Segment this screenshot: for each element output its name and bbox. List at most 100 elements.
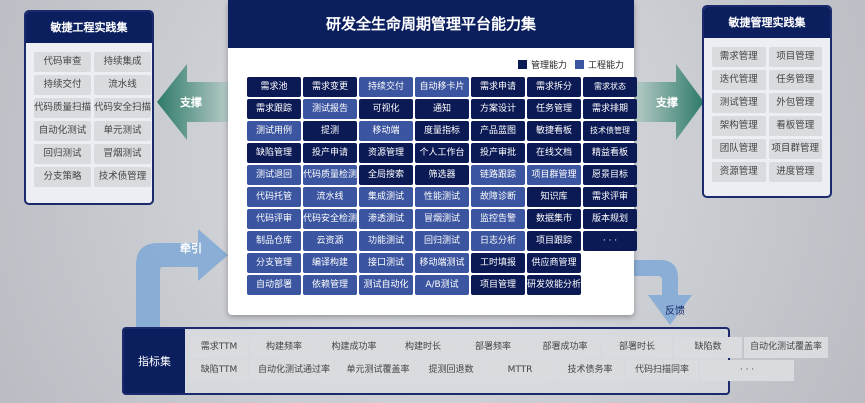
- practice-item: 架构管理: [712, 116, 766, 136]
- capability-cell: 投产申请: [303, 143, 357, 163]
- capability-cell: 持续交付: [359, 77, 413, 97]
- metric-item: 自动化测试覆盖率: [744, 337, 828, 358]
- capability-cell: 分支管理: [247, 253, 301, 273]
- capability-cell: 自动移卡片: [415, 77, 469, 97]
- practice-item: 项目群管理: [768, 139, 822, 159]
- capability-cell: 制品仓库: [247, 231, 301, 251]
- metric-item: 构建频率: [250, 337, 318, 358]
- metric-item: · · ·: [700, 360, 794, 381]
- capability-cell: 资源管理: [359, 143, 413, 163]
- practice-item: 代码安全扫描: [94, 98, 152, 118]
- practice-item: 回归测试: [34, 144, 92, 164]
- support-arrow-right: [634, 64, 704, 140]
- pull-arrow: [136, 229, 228, 330]
- capability-cell: 度量指标: [415, 121, 469, 141]
- practice-item: 资源管理: [712, 162, 766, 182]
- capability-cell: 链路跟踪: [471, 165, 525, 185]
- practice-item: 代码审查: [34, 52, 92, 72]
- capability-cell: 自动部署: [247, 275, 301, 295]
- capability-cell: 代码评审: [247, 209, 301, 229]
- metric-item: 技术债务率: [556, 360, 624, 381]
- capability-cell: 性能测试: [415, 187, 469, 207]
- capability-cell: 投产审批: [471, 143, 525, 163]
- practice-item: 进度管理: [768, 162, 822, 182]
- empty-cell: [583, 253, 637, 273]
- capability-cell: 在线文档: [527, 143, 581, 163]
- metric-item: 部署时长: [602, 337, 672, 358]
- capability-cell: 研发效能分析: [527, 275, 581, 295]
- metric-item: 构建成功率: [320, 337, 388, 358]
- practice-item: 团队管理: [712, 139, 766, 159]
- capability-cell: 代码安全检测: [303, 209, 357, 229]
- capability-cell: 日志分析: [471, 231, 525, 251]
- metric-item: 构建时长: [390, 337, 456, 358]
- capability-cell: 代码质量检测: [303, 165, 357, 185]
- panel-title: 敏捷工程实践集: [26, 12, 152, 43]
- agile-management-panel: 敏捷管理实践集 需求管理 项目管理 迭代管理 任务管理 测试管理 外包管理 架构管理 看板管理…: [702, 5, 832, 198]
- capability-cell: 需求申请: [471, 77, 525, 97]
- metric-item: 单元测试覆盖率: [340, 360, 416, 381]
- capability-cell: 任务管理: [527, 99, 581, 119]
- metric-item: MTTR: [486, 360, 554, 381]
- capability-cell: 需求状态: [583, 77, 637, 97]
- practice-item: 流水线: [94, 75, 152, 95]
- capability-cell: 需求跟踪: [247, 99, 301, 119]
- capability-cell: 依赖管理: [303, 275, 357, 295]
- capability-cell: 项目跟踪: [527, 231, 581, 251]
- capability-cell: 筛选器: [415, 165, 469, 185]
- capability-cell: 提测: [303, 121, 357, 141]
- pull-label: 牵引: [180, 242, 202, 255]
- metrics-row: 需求TTM 构建频率 构建成功率 构建时长 部署频率 部署成功率 部署时长 缺陷数 自动化测试覆…: [190, 337, 828, 358]
- capability-cell: 云资源: [303, 231, 357, 251]
- agile-engineering-panel: 敏捷工程实践集 代码审查 持续集成 持续交付 流水线 代码质量扫描 代码安全扫描 自动化测试…: [24, 10, 154, 205]
- practice-item: 冒烟测试: [94, 144, 152, 164]
- feedback-label: 反馈: [665, 306, 685, 317]
- capability-cell: 渗透测试: [359, 209, 413, 229]
- practice-item: 分支策略: [34, 167, 92, 187]
- capability-cell: 通知: [415, 99, 469, 119]
- capability-cell: 需求变更: [303, 77, 357, 97]
- capability-cell: 可视化: [359, 99, 413, 119]
- capability-cell: 项目管理: [471, 275, 525, 295]
- capability-cell: 故障诊断: [471, 187, 525, 207]
- practice-item: 项目管理: [768, 47, 822, 67]
- metric-item: 代码扫描同率: [626, 360, 698, 381]
- capability-grid: 需求池 需求变更 持续交付 自动移卡片 需求申请 需求拆分 需求状态 需求跟踪 测试报告 可视化通…: [247, 77, 637, 295]
- capability-cell: 需求排期: [583, 99, 637, 119]
- capability-cell: 回归测试: [415, 231, 469, 251]
- metric-item: 缺陷数: [674, 337, 742, 358]
- capability-cell: 流水线: [303, 187, 357, 207]
- legend-item-management: 管理能力: [517, 58, 567, 71]
- practice-item: 技术债管理: [94, 167, 152, 187]
- capability-cell: 编译构建: [303, 253, 357, 273]
- support-arrow-left: [157, 64, 229, 140]
- capability-cell: 数据集市: [527, 209, 581, 229]
- practice-item: 需求管理: [712, 47, 766, 67]
- support-label-right: 支撑: [656, 96, 678, 109]
- capability-cell: 测试自动化: [359, 275, 413, 295]
- capability-cell: 愿景目标: [583, 165, 637, 185]
- capability-cell: 缺陷管理: [247, 143, 301, 163]
- metric-item: 部署频率: [458, 337, 528, 358]
- capability-cell: 移动端测试: [415, 253, 469, 273]
- practice-item: 看板管理: [768, 116, 822, 136]
- metric-item: 提测回退数: [418, 360, 484, 381]
- practice-item: 持续集成: [94, 52, 152, 72]
- capability-cell: 测试报告: [303, 99, 357, 119]
- capability-cell: 功能测试: [359, 231, 413, 251]
- capability-cell: 需求拆分: [527, 77, 581, 97]
- capability-cell: · · ·: [583, 231, 637, 251]
- capability-cell: 测试退回: [247, 165, 301, 185]
- capability-cell: 技术债管理: [583, 121, 637, 141]
- metrics-title: 指标集: [124, 329, 185, 393]
- metrics-row: 缺陷TTM 自动化测试通过率 单元测试覆盖率 提测回退数 MTTR 技术债务率 代码扫描同率…: [190, 360, 828, 381]
- practice-item: 代码质量扫描: [34, 98, 92, 118]
- capability-cell: 需求评审: [583, 187, 637, 207]
- capability-cell: A/B测试: [415, 275, 469, 295]
- page-title: 研发全生命周期管理平台能力集: [228, 0, 634, 48]
- capability-cell: 敏捷看板: [527, 121, 581, 141]
- capability-cell: 冒烟测试: [415, 209, 469, 229]
- capability-cell: 产品蓝图: [471, 121, 525, 141]
- panel-title: 敏捷管理实践集: [704, 7, 830, 38]
- feedback-arrow: [630, 260, 692, 325]
